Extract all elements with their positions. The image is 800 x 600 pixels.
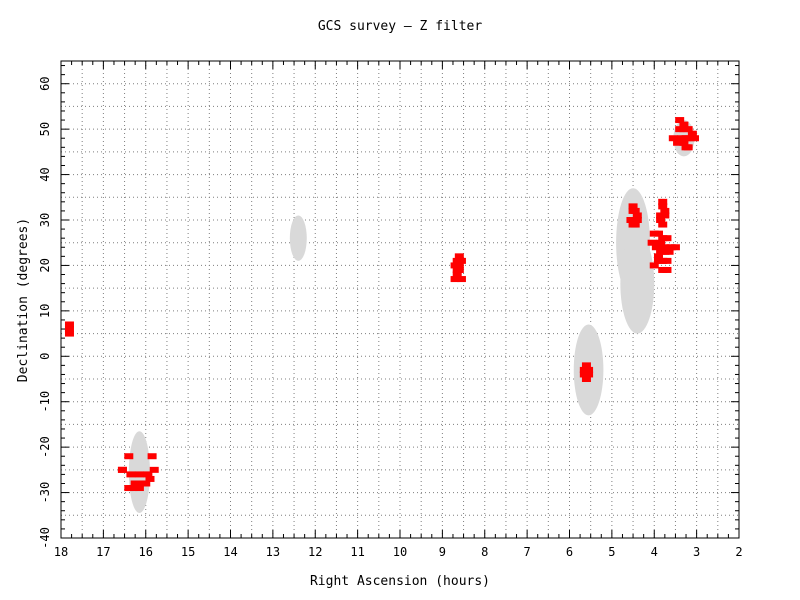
data-point <box>145 475 155 482</box>
data-point <box>656 217 666 223</box>
x-tick-label: 5 <box>608 545 615 559</box>
x-tick-label: 6 <box>566 545 573 559</box>
y-tick-label: -10 <box>38 391 52 413</box>
data-point <box>679 139 689 146</box>
data-point <box>664 248 674 255</box>
x-tick-label: 14 <box>223 545 237 559</box>
x-tick-label: 3 <box>693 545 700 559</box>
data-point <box>450 276 460 283</box>
ticks <box>60 61 740 539</box>
y-tick-label: 50 <box>38 122 52 136</box>
x-tick-label: 10 <box>393 545 407 559</box>
y-tick-label: 30 <box>38 213 52 227</box>
data-point <box>149 466 159 473</box>
x-tick-label: 16 <box>139 545 153 559</box>
data-point <box>679 121 689 128</box>
x-tick-label: 7 <box>524 545 531 559</box>
data-point <box>662 257 672 264</box>
x-tick-label: 12 <box>308 545 322 559</box>
data-point <box>683 126 693 133</box>
data-point <box>124 485 134 492</box>
data-point <box>452 266 462 273</box>
x-tick-label: 9 <box>439 545 446 559</box>
x-tick-label: 2 <box>735 545 742 559</box>
data-point <box>126 471 136 478</box>
data-point <box>653 253 663 260</box>
data-point <box>658 221 668 228</box>
data-point <box>647 239 657 246</box>
data-point <box>630 207 640 214</box>
data-point <box>134 485 144 492</box>
data-points <box>64 117 700 492</box>
data-point <box>130 480 140 487</box>
data-point <box>64 330 74 337</box>
data-point <box>134 471 144 478</box>
data-point <box>579 371 589 378</box>
data-point <box>658 203 668 210</box>
data-point <box>64 326 74 333</box>
x-tick-label: 4 <box>651 545 658 559</box>
x-axis-label: Right Ascension (hours) <box>310 574 490 589</box>
data-point <box>632 212 642 219</box>
data-point <box>139 480 149 487</box>
data-point <box>124 453 134 460</box>
data-point <box>656 212 666 219</box>
data-point <box>632 217 642 223</box>
x-tick-labels: 18 17 16 15 14 13 12 11 10 9 8 7 6 5 4 3 2 <box>54 545 743 559</box>
data-point <box>658 198 668 205</box>
x-tick-label: 17 <box>96 545 110 559</box>
data-point <box>147 453 157 460</box>
survey-region <box>620 233 655 334</box>
data-point <box>673 139 683 146</box>
data-point <box>456 276 466 283</box>
data-point <box>64 321 74 328</box>
chart-title: GCS survey — Z filter <box>318 19 483 34</box>
data-point <box>668 135 678 142</box>
data-point <box>649 262 659 269</box>
y-tick-label: -40 <box>38 527 52 549</box>
data-point <box>656 239 666 246</box>
data-point <box>581 362 591 369</box>
data-point <box>653 230 663 237</box>
y-tick-label: -20 <box>38 436 52 458</box>
data-point <box>660 244 670 251</box>
data-point <box>670 244 680 251</box>
data-point <box>456 257 466 264</box>
y-tick-label: -30 <box>38 482 52 504</box>
data-point <box>687 130 697 137</box>
data-point <box>662 266 672 273</box>
x-tick-label: 8 <box>481 545 488 559</box>
y-tick-label: 60 <box>38 76 52 90</box>
data-point <box>660 207 670 214</box>
x-tick-label: 18 <box>54 545 68 559</box>
data-point <box>628 203 638 210</box>
y-tick-label: 0 <box>38 353 52 360</box>
y-tick-label: 20 <box>38 258 52 272</box>
x-tick-label: 11 <box>350 545 364 559</box>
data-point <box>454 262 464 269</box>
x-tick-label: 13 <box>266 545 280 559</box>
y-axis-label: Declination (degrees) <box>16 218 31 382</box>
y-tick-labels: -40 -30 -20 -10 0 10 20 30 40 50 60 <box>38 76 52 548</box>
x-tick-label: 15 <box>181 545 195 559</box>
data-point <box>584 366 594 373</box>
survey-region <box>289 215 307 261</box>
y-tick-label: 40 <box>38 167 52 181</box>
data-point <box>675 117 685 124</box>
data-point <box>662 235 672 242</box>
data-point <box>581 376 591 382</box>
data-point <box>117 466 127 473</box>
data-point <box>452 271 462 278</box>
data-point <box>143 471 153 478</box>
data-point <box>690 135 700 142</box>
survey-regions <box>128 120 695 514</box>
data-point <box>651 244 661 251</box>
data-point <box>454 253 464 260</box>
data-point <box>628 221 638 228</box>
y-tick-label: 10 <box>38 304 52 318</box>
data-point <box>681 144 691 151</box>
data-point <box>626 217 636 223</box>
